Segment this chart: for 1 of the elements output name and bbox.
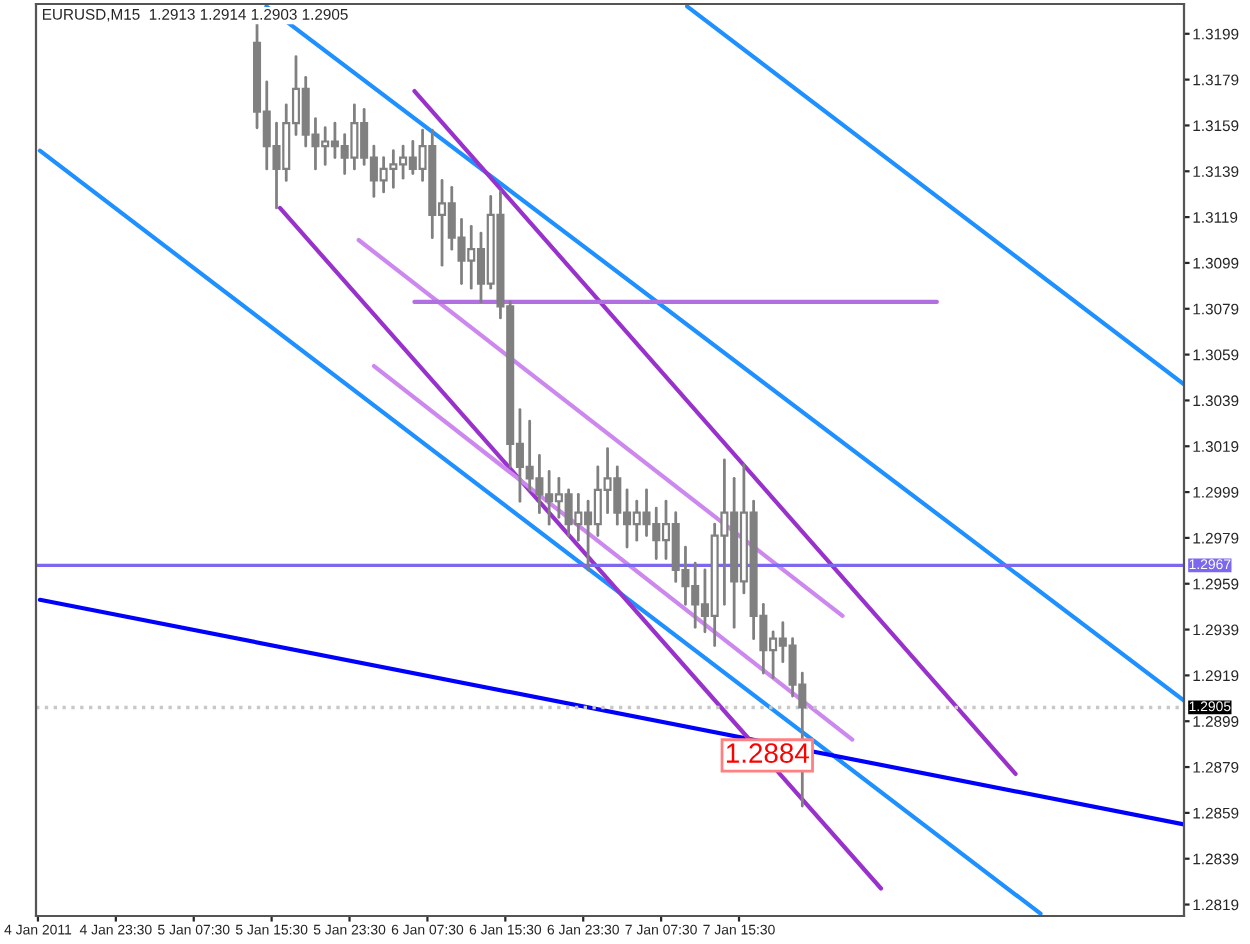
annotation: 1.2884: [726, 743, 809, 763]
